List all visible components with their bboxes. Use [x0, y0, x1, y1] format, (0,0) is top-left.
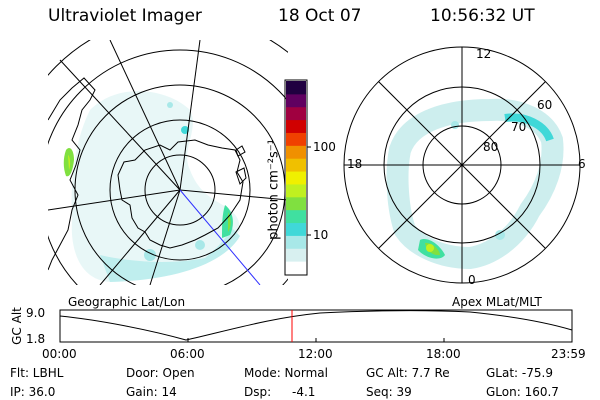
colorbar	[284, 79, 311, 276]
mlat-label-80: 80	[483, 140, 499, 154]
alt-xtick-0600: 06:00	[170, 347, 205, 361]
terminator-line	[179, 189, 261, 285]
mlt-label-18: 18	[347, 157, 363, 171]
geo-map	[48, 40, 288, 285]
alt-ytick-9: 9.0	[26, 306, 46, 320]
info-filter: Flt: LBHL	[10, 366, 64, 380]
antarctica-coastline	[117, 139, 244, 249]
polar-map	[343, 46, 581, 284]
alt-xtick-0000: 00:00	[42, 347, 77, 361]
alt-xtick-2359: 23:59	[551, 347, 586, 361]
polar-map-label: Apex MLat/MLT	[452, 295, 542, 309]
info-glon: GLon: 160.7	[486, 385, 559, 399]
colorbar-band	[286, 171, 306, 185]
colorbar-band	[286, 222, 306, 236]
mlat-label-60: 60	[537, 98, 553, 112]
info-seq: Seq: 39	[366, 385, 412, 399]
colorbar-band	[286, 158, 306, 172]
alt-ylabel: GC Alt	[10, 307, 24, 345]
colorbar-tick-10: 10	[313, 228, 329, 242]
colorbar-band	[286, 93, 306, 108]
alt-xtick-1800: 18:00	[426, 347, 461, 361]
header-time: 10:56:32 UT	[430, 6, 535, 26]
info-mode: Mode: Normal	[244, 366, 328, 380]
polar-aurora	[386, 98, 564, 270]
colorbar-band	[286, 261, 306, 275]
header-date: 18 Oct 07	[278, 6, 362, 26]
colorbar-band	[286, 183, 306, 198]
colorbar-band	[286, 81, 306, 95]
info-glat: GLat: -75.9	[486, 366, 553, 380]
info-gain: Gain: 14	[126, 385, 177, 399]
colorbar-band	[286, 119, 306, 133]
info-door: Door: Open	[126, 366, 195, 380]
altitude-plot	[59, 309, 573, 343]
mlt-label-12: 12	[476, 47, 492, 61]
colorbar-band	[286, 145, 306, 159]
mlt-label-6: 6	[578, 157, 586, 171]
colorbar-band	[286, 196, 306, 211]
alt-xtick-1200: 12:00	[298, 347, 333, 361]
south-america-coastline	[48, 77, 96, 271]
colorbar-band	[286, 209, 306, 224]
info-dsp-value: -4.1	[292, 385, 316, 399]
info-gc-alt: GC Alt: 7.7 Re	[366, 366, 450, 380]
colorbar-unit-label: photon cm⁻²s⁻¹	[266, 139, 282, 240]
colorbar-band	[286, 132, 306, 146]
colorbar-band	[286, 248, 306, 262]
info-dsp-label: Dsp:	[244, 385, 272, 399]
geo-aurora	[63, 91, 240, 282]
mlat-label-70: 70	[511, 120, 527, 134]
colorbar-band	[286, 235, 306, 249]
island-outline	[235, 145, 247, 185]
alt-ytick-1: 1.8	[26, 332, 46, 346]
colorbar-band	[286, 106, 306, 121]
info-ip: IP: 36.0	[10, 385, 56, 399]
colorbar-tick-100: 100	[313, 140, 336, 154]
geo-map-label: Geographic Lat/Lon	[68, 295, 186, 309]
instrument-title: Ultraviolet Imager	[48, 6, 202, 26]
mlt-label-0: 0	[468, 273, 476, 287]
polar-mlt-lines	[344, 47, 580, 283]
